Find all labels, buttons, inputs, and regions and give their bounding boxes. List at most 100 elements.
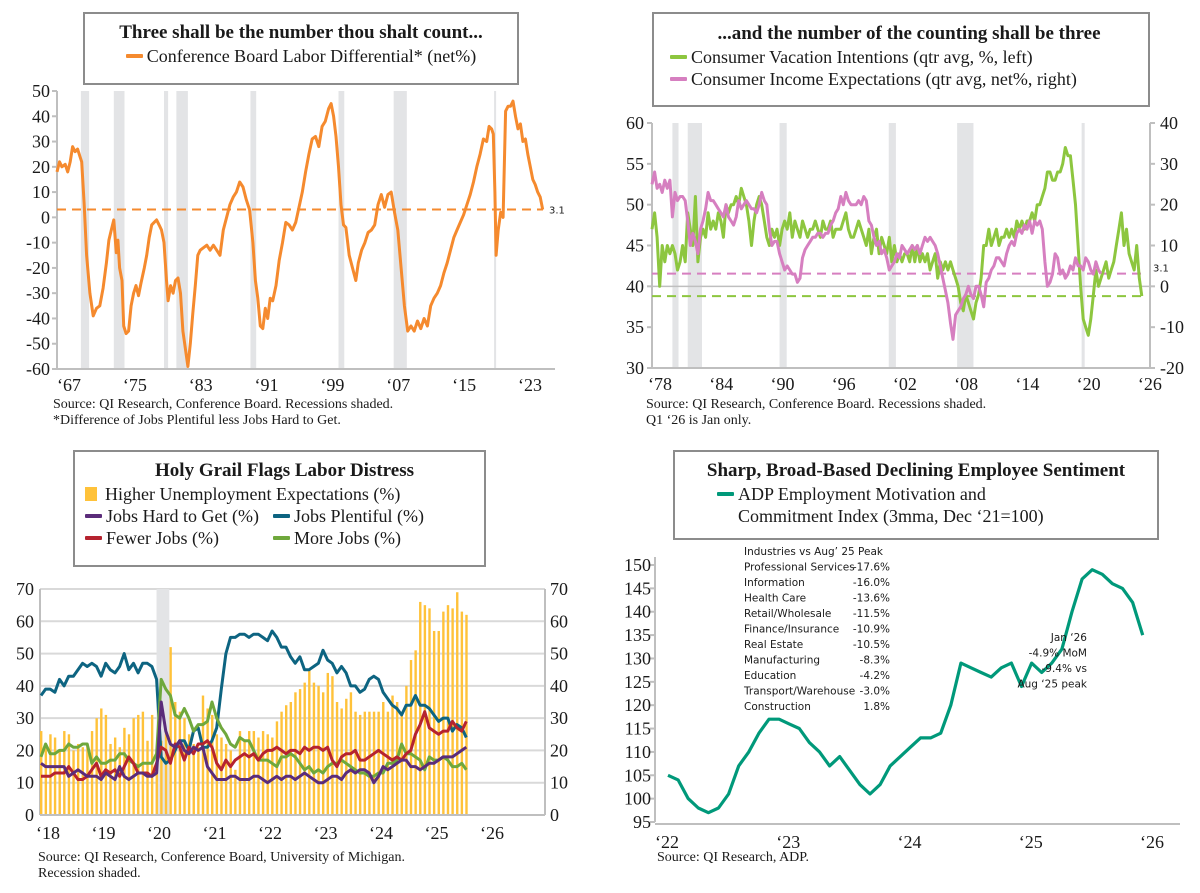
- bar-unemployment-expectations: [377, 711, 380, 815]
- y-tick-label: 110: [625, 742, 651, 762]
- industry-name: Finance/Insurance: [744, 624, 839, 636]
- bar-unemployment-expectations: [155, 747, 158, 815]
- legend-label: Jobs Plentiful (%): [294, 506, 424, 526]
- bar-unemployment-expectations: [146, 740, 149, 815]
- industry-table-heading: Industries vs Aug’ 25 Peak: [744, 546, 884, 558]
- bar-unemployment-expectations: [321, 692, 325, 815]
- x-tick-label: ‘08: [954, 374, 978, 394]
- chart1-source: Source: QI Research, Conference Board. R…: [53, 397, 394, 412]
- recession-band: [338, 91, 345, 369]
- y-tick-label-right: 10: [1160, 236, 1178, 256]
- legend-swatch: [85, 514, 102, 518]
- industry-value: -3.0%: [860, 686, 890, 698]
- bar-unemployment-expectations: [150, 714, 154, 815]
- bar-unemployment-expectations: [456, 592, 459, 815]
- y-tick-label: -60: [26, 359, 50, 379]
- series-line-adp-index: [667, 568, 1145, 815]
- legend-swatch: [273, 514, 290, 518]
- x-tick-label: ‘83: [189, 375, 213, 395]
- bar-unemployment-expectations: [442, 611, 445, 815]
- legend-label: Consumer Vacation Intentions (qtr avg, %…: [691, 47, 1033, 67]
- y-tick-label-left: 40: [16, 676, 34, 696]
- bar-unemployment-expectations: [400, 711, 403, 815]
- y-tick-label-left: 40: [626, 276, 644, 296]
- x-tick-label: ‘21: [202, 823, 226, 843]
- chart4-legend-item-cont: Commitment Index (3mma, Dec ‘21=100): [675, 505, 1157, 527]
- y-tick-label: -30: [26, 283, 50, 303]
- x-tick-label: ‘19: [91, 823, 115, 843]
- y-tick-label-right: 50: [550, 644, 568, 664]
- chart2-plot: 60 55 50 45 40 35 30 40 30 20 10 0 -10 -20 ‘78 ‘84 ‘90 ‘9…: [626, 113, 1184, 394]
- y-tick-label: 40: [32, 106, 50, 126]
- bar-unemployment-expectations: [248, 731, 251, 815]
- chart1-title: Three shall be the number thou shalt cou…: [119, 22, 483, 43]
- y-tick-label-right: 30: [550, 708, 568, 728]
- bar-unemployment-expectations: [294, 692, 297, 815]
- y-tick-label: 0: [41, 207, 50, 227]
- bar-unemployment-expectations: [275, 721, 279, 815]
- x-tick-label: ‘99: [320, 375, 344, 395]
- x-tick-label: ‘20: [147, 823, 171, 843]
- bar-unemployment-expectations: [104, 714, 108, 815]
- legend-label: Higher Unemployment Expectations (%): [105, 484, 401, 504]
- chart2-legend-item: Consumer Income Expectations (qtr avg, n…: [670, 68, 1148, 90]
- bar-unemployment-expectations: [345, 698, 348, 815]
- recession-band: [176, 91, 188, 369]
- x-tick-label: ‘26: [480, 823, 504, 843]
- x-tick-label: ‘18: [36, 823, 60, 843]
- y-tick-label: 145: [624, 578, 651, 598]
- bar-unemployment-expectations: [118, 747, 121, 815]
- y-tick-label: 140: [624, 602, 651, 622]
- bar-unemployment-expectations: [220, 737, 223, 815]
- y-tick-label-left: 35: [626, 317, 644, 337]
- legend-swatch: [273, 536, 290, 540]
- bar-unemployment-expectations: [285, 705, 288, 815]
- chart2-source: Source: QI Research, Conference Board. R…: [646, 397, 987, 412]
- chart1-legend-item: Conference Board Labor Differential* (ne…: [85, 45, 517, 67]
- legend-label: Commitment Index (3mma, Dec ‘21=100): [738, 506, 1044, 526]
- y-tick-label: 150: [624, 555, 651, 575]
- bar-unemployment-expectations: [423, 605, 427, 815]
- latest-annotation-line: Aug ‘25 peak: [1017, 679, 1087, 691]
- recession-band: [888, 123, 896, 368]
- y-tick-label-left: 50: [16, 644, 34, 664]
- y-tick-label: 115: [625, 719, 651, 739]
- recession-band: [164, 91, 169, 369]
- series-line-income-expectations: [650, 170, 1103, 341]
- x-tick-label: ‘22: [258, 823, 282, 843]
- legend-swatch: [85, 487, 97, 501]
- y-tick-label: 50: [32, 81, 50, 101]
- chart4-title: Sharp, Broad-Based Declining Employee Se…: [706, 460, 1126, 481]
- x-tick-label: ‘75: [123, 375, 147, 395]
- bar-unemployment-expectations: [238, 731, 242, 815]
- bar-unemployment-expectations: [243, 740, 246, 815]
- y-tick-label-left: 55: [626, 154, 644, 174]
- y-tick-label-right: 10: [550, 773, 568, 793]
- y-tick-label-left: 45: [626, 236, 644, 256]
- x-tick-label: ‘25: [424, 823, 448, 843]
- bar-unemployment-expectations: [317, 685, 320, 815]
- reference-line-label: 3.1: [1153, 264, 1169, 275]
- x-tick-label: ‘26: [1140, 832, 1164, 852]
- bar-unemployment-expectations: [109, 743, 112, 815]
- legend-label: Conference Board Labor Differential* (ne…: [146, 46, 477, 66]
- chart3-source: Source: QI Research, Conference Board, U…: [38, 850, 405, 865]
- y-tick-label: -40: [26, 308, 50, 328]
- series-line-jobs-hard-to-get: [40, 700, 468, 785]
- legend-swatch: [85, 536, 102, 540]
- chart2-title: ...and the number of the counting shall …: [717, 23, 1101, 44]
- legend-swatch: [670, 77, 687, 81]
- y-tick-label-left: 70: [16, 579, 34, 599]
- series-line-vacation-intentions: [650, 146, 1144, 337]
- bar-unemployment-expectations: [289, 702, 293, 815]
- industry-value: -8.3%: [860, 655, 890, 667]
- industry-name: Education: [744, 670, 796, 682]
- legend-label: Jobs Hard to Get (%): [106, 506, 259, 526]
- industry-name: Information: [744, 577, 805, 589]
- bar-unemployment-expectations: [197, 747, 200, 815]
- y-tick-label-left: 60: [16, 611, 34, 631]
- x-tick-label: ‘23: [776, 832, 800, 852]
- reference-line-label: 3.1: [549, 206, 565, 217]
- legend-label: ADP Employment Motivation and: [738, 484, 986, 504]
